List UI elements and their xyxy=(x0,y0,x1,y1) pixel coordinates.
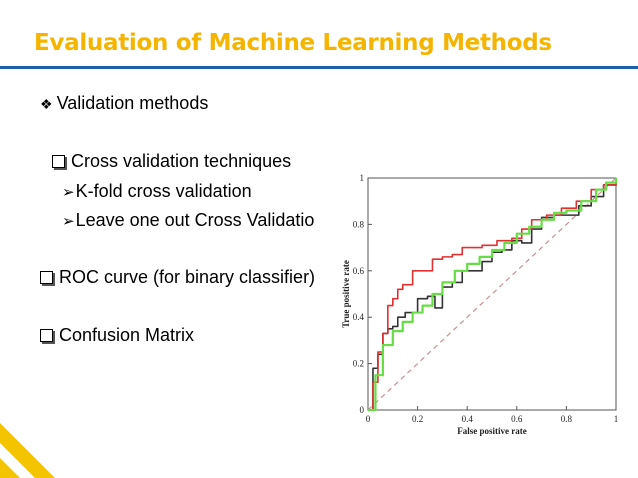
bullet-text: Leave one out Cross Validatio xyxy=(75,210,315,230)
bullet-line-confusion: Confusion Matrix xyxy=(40,325,194,346)
bullet-text: ROC curve (for binary classifier) xyxy=(59,267,316,287)
slide-title: Evaluation of Machine Learning Methods xyxy=(34,30,552,56)
arrow-bullet-icon: ➢ xyxy=(62,213,75,230)
x-tick-label: 0.8 xyxy=(561,414,573,424)
bullet-text: Confusion Matrix xyxy=(59,325,195,345)
box-bullet-icon xyxy=(40,329,53,342)
y-tick-label: 0.6 xyxy=(353,266,365,276)
corner-accent-stripes xyxy=(0,423,55,478)
x-tick-label: 0 xyxy=(366,414,371,424)
roc-series-green xyxy=(368,178,618,412)
diamond-bullet-icon: ❖ xyxy=(40,96,53,112)
roc-chart: 0 0.2 0.4 0.6 0.8 1 0 0.2 0.4 0.6 0.8 1 False positi… xyxy=(340,168,628,440)
title-rule xyxy=(0,66,638,69)
arrow-bullet-icon: ➢ xyxy=(62,184,75,201)
bullet-text: Cross validation techniques xyxy=(71,151,292,171)
roc-chart-svg: 0 0.2 0.4 0.6 0.8 1 0 0.2 0.4 0.6 0.8 1 False positi… xyxy=(341,173,619,436)
x-tick-label: 1 xyxy=(614,414,619,424)
x-tick-label: 0.6 xyxy=(511,414,523,424)
bullet-line-loocv: ➢Leave one out Cross Validatio xyxy=(62,210,314,231)
bullet-text: K-fold cross validation xyxy=(75,181,252,201)
corner-stripe xyxy=(0,423,55,478)
x-tick-label: 0.2 xyxy=(412,414,423,424)
corner-stripe xyxy=(0,458,20,478)
x-tick-label: 0.4 xyxy=(462,414,474,424)
bullet-line-kfold: ➢K-fold cross validation xyxy=(62,181,252,202)
bullet-line-validation-methods: ❖ Validation methods xyxy=(40,93,208,114)
y-tick-label: 0 xyxy=(360,405,365,415)
diagonal-reference-line xyxy=(367,177,617,411)
roc-series-red xyxy=(368,178,617,411)
y-axis-label: True positive rate xyxy=(341,260,351,328)
bullet-text: Validation methods xyxy=(56,93,209,113)
y-tick-label: 0.2 xyxy=(353,359,364,369)
bullet-line-roc: ROC curve (for binary classifier) xyxy=(40,267,315,288)
x-axis-label: False positive rate xyxy=(457,426,526,436)
box-bullet-icon xyxy=(52,155,65,168)
y-tick-label: 0.8 xyxy=(353,219,365,229)
y-tick-label: 1 xyxy=(360,173,365,183)
bullet-line-cross-validation: Cross validation techniques xyxy=(52,151,291,172)
y-tick-label: 0.4 xyxy=(353,312,365,322)
box-bullet-icon xyxy=(40,271,53,284)
